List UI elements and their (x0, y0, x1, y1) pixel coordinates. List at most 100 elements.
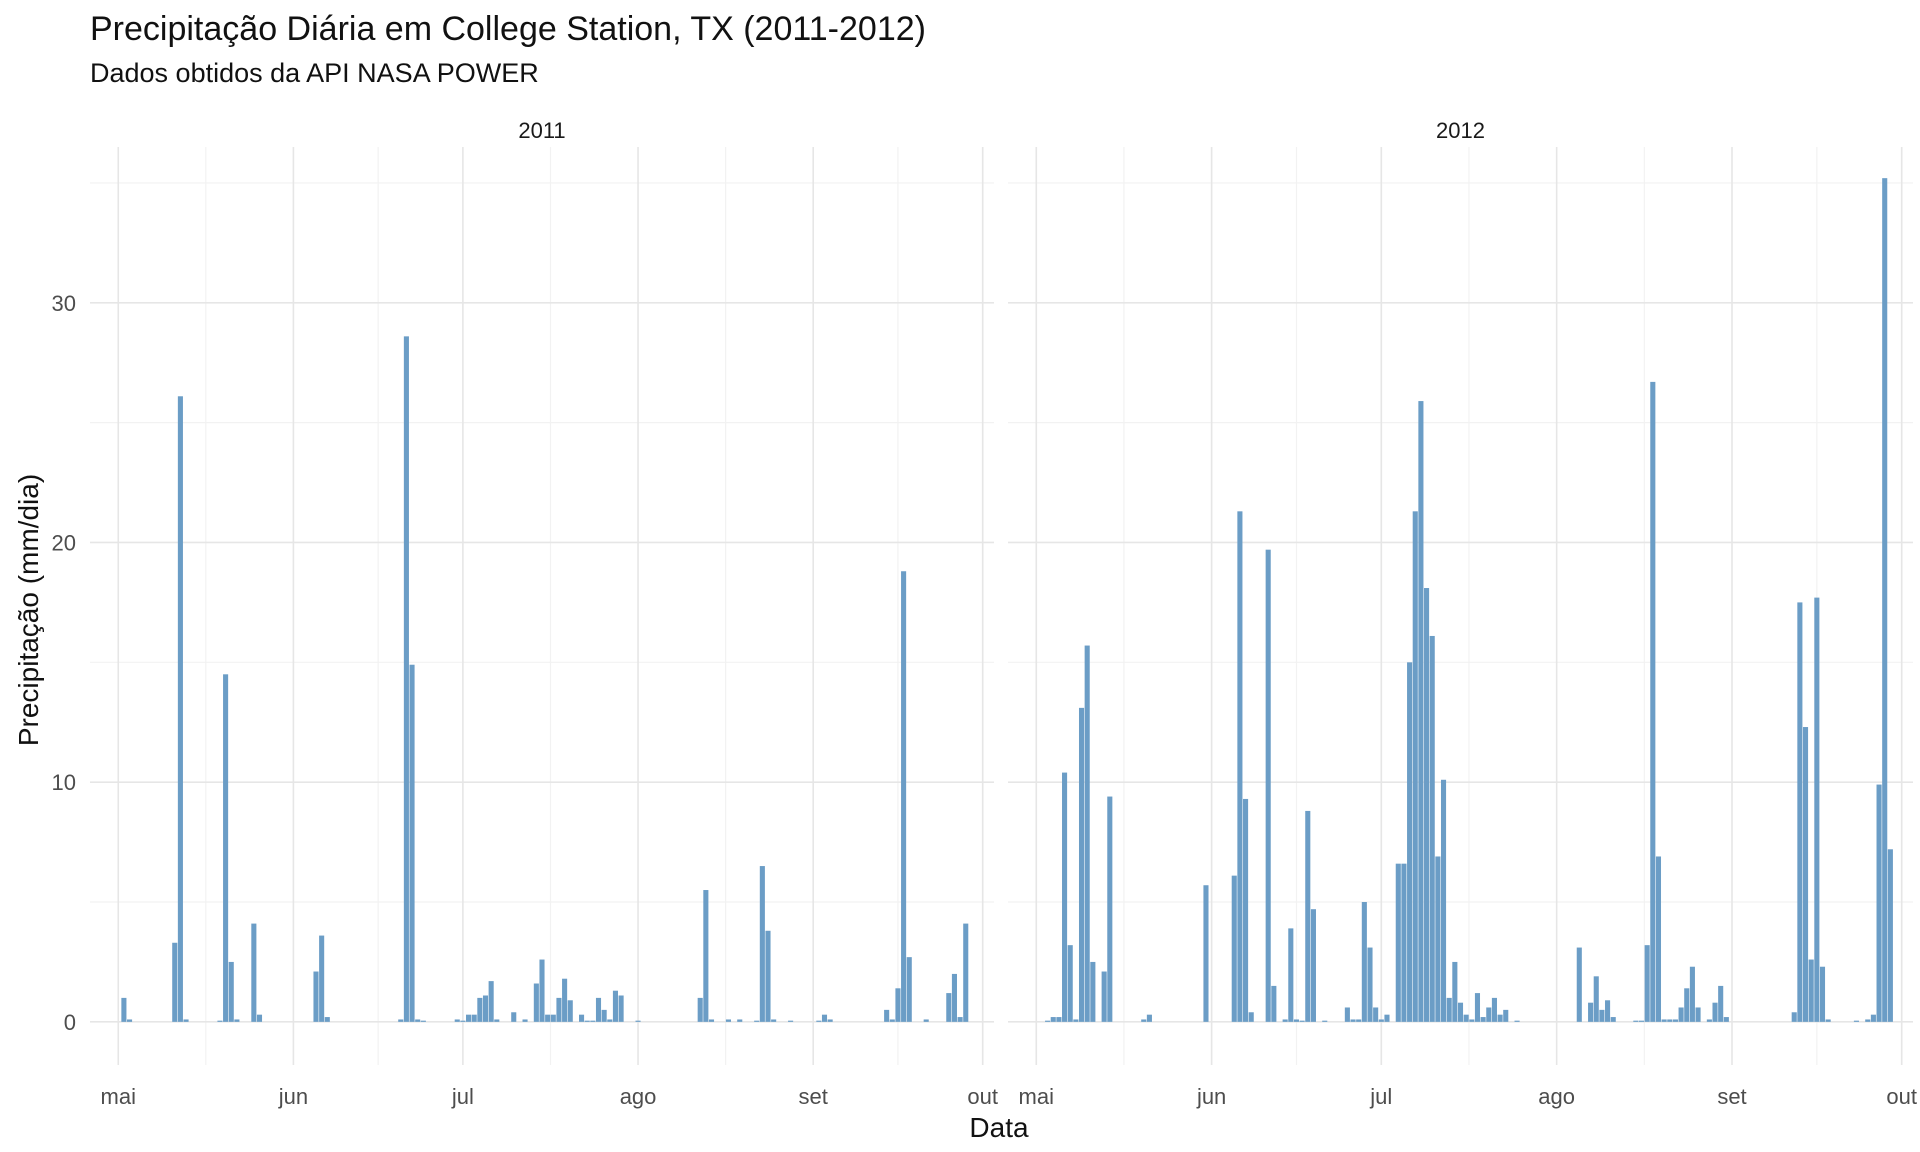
bar (1486, 1007, 1492, 1022)
bar (1378, 1019, 1384, 1022)
bar (1231, 875, 1237, 1022)
bar (1107, 796, 1113, 1022)
bar (1865, 1019, 1871, 1022)
bar (612, 990, 618, 1022)
bar (251, 923, 257, 1022)
x-tick-label: jun (1196, 1084, 1226, 1109)
bar (1141, 1019, 1147, 1022)
bar (1101, 971, 1107, 1022)
x-tick-label: jul (451, 1084, 474, 1109)
bar (957, 1017, 963, 1022)
x-tick-label: set (1717, 1084, 1746, 1109)
bar (1661, 1019, 1667, 1022)
bar (827, 1019, 833, 1022)
bar (1650, 381, 1656, 1022)
bar (420, 1020, 426, 1022)
bar (228, 961, 234, 1022)
y-tick-label: 0 (64, 1010, 76, 1035)
y-tick-label: 30 (52, 291, 76, 316)
bar (183, 1019, 189, 1022)
bar (595, 997, 602, 1022)
bar (963, 923, 969, 1022)
bar (533, 983, 539, 1022)
bar (1802, 727, 1809, 1022)
bar (319, 935, 325, 1022)
x-tick-label: jul (1369, 1084, 1392, 1109)
facet-panel-2011: 2011 mai jun jul ago set out (90, 118, 998, 1109)
bar (703, 890, 709, 1022)
bar (1819, 966, 1826, 1022)
x-tick-label: mai (101, 1084, 136, 1109)
bar (1367, 947, 1373, 1022)
bar (1672, 1019, 1678, 1022)
bar (466, 1014, 472, 1022)
bar (1373, 1007, 1379, 1022)
bar (754, 1020, 760, 1022)
bar (1695, 1007, 1701, 1022)
bar (1814, 597, 1820, 1022)
bar (1237, 511, 1243, 1022)
bar (1853, 1020, 1859, 1022)
bar (1248, 1012, 1254, 1022)
x-axis-label: Data (969, 1112, 1029, 1143)
bar (511, 1012, 517, 1022)
bar (1876, 784, 1882, 1022)
bar (1440, 779, 1447, 1022)
bar (415, 1019, 421, 1022)
bar (737, 1019, 743, 1022)
bar (460, 1020, 466, 1022)
bar (522, 1019, 528, 1022)
bar (1723, 1017, 1729, 1022)
bar (567, 1000, 573, 1022)
bar (1480, 1017, 1486, 1022)
bar (1073, 1019, 1079, 1022)
x-tick-label: ago (620, 1084, 657, 1109)
bar (584, 1020, 590, 1022)
bar (951, 973, 957, 1022)
x-tick-label: ago (1538, 1084, 1575, 1109)
bar (1452, 961, 1458, 1022)
bar (579, 1014, 585, 1022)
bar (471, 1014, 477, 1022)
bar (1689, 966, 1695, 1022)
bar (895, 988, 901, 1022)
bar (1882, 178, 1888, 1022)
bar (765, 930, 771, 1022)
bar (1667, 1019, 1673, 1022)
bar (494, 1019, 500, 1022)
bar (635, 1020, 641, 1022)
facet-label-2012: 2012 (1436, 118, 1485, 143)
bar (1706, 1019, 1712, 1022)
chart-subtitle: Dados obtidos da API NASA POWER (90, 58, 539, 88)
bar (1395, 863, 1401, 1022)
bar (217, 1020, 223, 1022)
bar (590, 1020, 596, 1022)
bar (1503, 1009, 1509, 1022)
bar (816, 1020, 822, 1022)
bar (1062, 772, 1068, 1022)
bar (1797, 602, 1803, 1022)
chart-title: Precipitação Diária em College Station, … (90, 10, 926, 48)
bar (1446, 997, 1452, 1022)
bar (1344, 1007, 1350, 1022)
bar (1090, 961, 1096, 1022)
bar (1605, 1000, 1611, 1022)
bar (1310, 909, 1316, 1022)
bar (1718, 985, 1724, 1022)
x-tick-label: set (799, 1084, 828, 1109)
bar (889, 1019, 895, 1022)
bar (1322, 1020, 1328, 1022)
bar (1271, 985, 1277, 1022)
bar (482, 995, 489, 1022)
bar (398, 1019, 404, 1022)
bar (1497, 1014, 1503, 1022)
bar (1610, 1017, 1616, 1022)
bar (324, 1017, 330, 1022)
bar (409, 664, 415, 1022)
bar (1593, 976, 1599, 1022)
bar (1712, 1002, 1718, 1022)
bar (1412, 511, 1418, 1022)
bar (923, 1019, 929, 1022)
